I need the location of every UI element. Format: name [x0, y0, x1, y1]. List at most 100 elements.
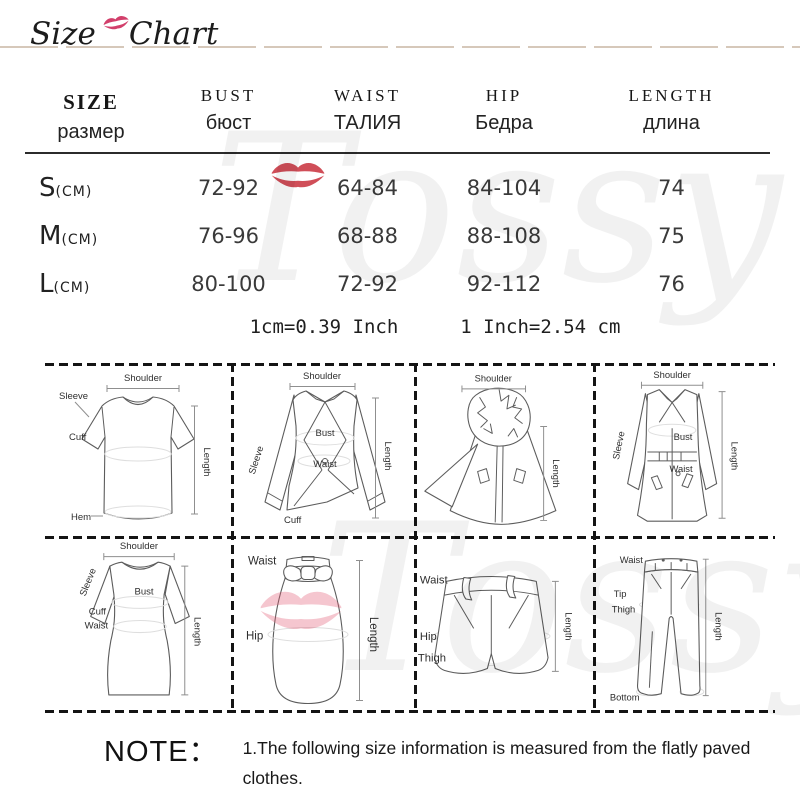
pants-tip-label: Tip [614, 588, 627, 599]
shorts-hip-label: Hip [420, 631, 437, 643]
skirt-length-label: Length [367, 617, 379, 652]
fur-cape-shoulder-label: Shoulder [475, 374, 512, 384]
cell-fur-cape: Shoulder Length [415, 366, 594, 536]
trench-length-label: Length [729, 442, 740, 471]
trench-bust-label: Bust [674, 431, 693, 442]
table-row-l: L(CM) 80-100 72-92 92-112 76 [25, 260, 770, 308]
dress-bust-label: Bust [134, 586, 153, 597]
hip-value: 84-104 [466, 176, 542, 200]
t-shirt-hem-label: Hem [71, 512, 91, 523]
table-header-row: SIZE размер BUST бюст WAIST ТАЛИЯ HIP Бе… [25, 78, 770, 152]
note-line-2: 2.Please allow 1-3cm differ ,and this it… [243, 793, 800, 800]
cell-dress: Shoulder Sleeve Bust Cuff Waist Length [45, 536, 232, 707]
blazer-sleeve-label: Sleeve [247, 445, 266, 476]
note-line-1: 1.The following size information is meas… [242, 738, 751, 788]
dress-waist-label: Waist [85, 621, 109, 632]
skirt-hip-label: Hip [246, 631, 263, 643]
size-unit: (CM) [55, 184, 93, 200]
length-value: 75 [658, 224, 685, 248]
pants-length-label: Length [714, 612, 725, 641]
dress-sleeve-label: Sleeve [78, 567, 99, 598]
column-header-hip: HIP Бедра [475, 86, 533, 134]
pants-bottom-label: Bottom [610, 692, 640, 703]
fur-cape-diagram: Shoulder Length [424, 374, 561, 525]
lips-icon [98, 0, 129, 30]
trench-waist-label: Waist [669, 463, 692, 474]
cell-trench-coat: Shoulder Sleeve Bust Waist Length [594, 366, 775, 536]
grid-dash-line-middle [45, 536, 775, 539]
t-shirt-diagram: Shoulder Sleeve Cuff Length Hem [59, 373, 212, 523]
trench-shoulder-label: Shoulder [653, 369, 691, 380]
t-shirt-length-label: Length [201, 447, 212, 476]
size-unit: (CM) [53, 280, 91, 296]
grid-dash-line-top [45, 363, 775, 366]
blazer-waist-label: Waist [313, 459, 337, 470]
bust-value: 72-92 [197, 176, 260, 200]
grid-dash-line-v2 [414, 363, 417, 713]
shorts-diagram: Waist Hip Thigh Length [418, 574, 574, 674]
skirt-diagram: Waist Hip Length [246, 556, 379, 705]
grid-dash-line-v1 [231, 363, 234, 713]
fur-cape-length-label: Length [551, 459, 561, 487]
cell-shorts: Waist Hip Thigh Length [415, 536, 594, 707]
pants-thigh-label: Thigh [612, 604, 635, 615]
trench-sleeve-label: Sleeve [610, 430, 627, 460]
bust-value: 76-96 [197, 224, 260, 248]
waist-value: 64-84 [336, 176, 399, 200]
dress-diagram: Shoulder Sleeve Bust Cuff Waist Length [78, 541, 202, 696]
size-label: S [39, 173, 56, 203]
measurement-diagram-grid: Shoulder Sleeve Cuff Length Hem [45, 366, 775, 707]
cell-blazer: Shoulder Sleeve Bust Waist Cuff Length [232, 366, 415, 536]
blazer-shoulder-label: Shoulder [303, 371, 341, 382]
table-row-s: S(CM) 72-92 64-84 84-104 74 [25, 164, 770, 212]
length-value: 76 [658, 272, 685, 296]
shorts-thigh-label: Thigh [418, 653, 446, 665]
dress-length-label: Length [191, 617, 202, 646]
brand-logo: Size Chart [30, 15, 219, 52]
column-header-waist: WAIST ТАЛИЯ [333, 86, 402, 134]
size-label: M [39, 221, 62, 251]
logo-word-chart: Chart [128, 16, 219, 52]
hip-value: 88-108 [466, 224, 542, 248]
dress-shoulder-label: Shoulder [120, 541, 159, 552]
shorts-waist-label: Waist [420, 574, 449, 586]
dress-cuff-label: Cuff [89, 606, 107, 617]
column-header-size: SIZE размер [57, 90, 125, 143]
conversion-row: 1cm=0.39 Inch 1 Inch=2.54 cm [0, 316, 800, 338]
inch-to-cm: 1 Inch=2.54 cm [460, 316, 621, 338]
blazer-length-label: Length [382, 441, 393, 470]
grid-dash-line-v3 [593, 363, 596, 713]
cm-to-inch: 1cm=0.39 Inch [249, 316, 399, 338]
hip-value: 92-112 [466, 272, 542, 296]
size-unit: (CM) [61, 232, 99, 248]
note-title: NOTE： [104, 736, 219, 768]
grid-dash-line-bottom [45, 710, 775, 713]
t-shirt-sleeve-label: Sleeve [59, 391, 88, 402]
cell-pants: Waist Tip Thigh Bottom Length [594, 536, 775, 707]
blazer-diagram: Shoulder Sleeve Bust Waist Cuff Length [247, 371, 393, 526]
cell-skirt: Waist Hip Length [232, 536, 415, 707]
table-body: S(CM) 72-92 64-84 84-104 74 M(CM) 76-96 … [25, 152, 770, 308]
table-row-m: M(CM) 76-96 68-88 88-108 75 [25, 212, 770, 260]
table-header-divider [25, 152, 770, 154]
size-table: SIZE размер BUST бюст WAIST ТАЛИЯ HIP Бе… [25, 78, 770, 308]
pants-waist-label: Waist [620, 554, 643, 565]
blazer-bust-label: Bust [315, 428, 334, 439]
waist-value: 72-92 [336, 272, 399, 296]
trench-coat-diagram: Shoulder Sleeve Bust Waist Length [610, 369, 740, 522]
bust-value: 80-100 [191, 272, 266, 296]
logo-underline [0, 46, 800, 48]
waist-value: 68-88 [336, 224, 399, 248]
size-label: L [39, 269, 54, 299]
skirt-waist-label: Waist [248, 556, 277, 568]
t-shirt-shoulder-label: Shoulder [124, 373, 162, 384]
column-header-length: LENGTH длина [628, 86, 715, 134]
logo-word-size: Size [30, 16, 96, 52]
column-header-bust: BUST бюст [200, 86, 257, 134]
note-section: NOTE： 1.The following size information i… [104, 728, 800, 800]
length-value: 74 [658, 176, 685, 200]
shorts-length-label: Length [564, 612, 574, 640]
cell-t-shirt: Shoulder Sleeve Cuff Length Hem [45, 366, 232, 536]
t-shirt-cuff-label: Cuff [69, 432, 87, 443]
